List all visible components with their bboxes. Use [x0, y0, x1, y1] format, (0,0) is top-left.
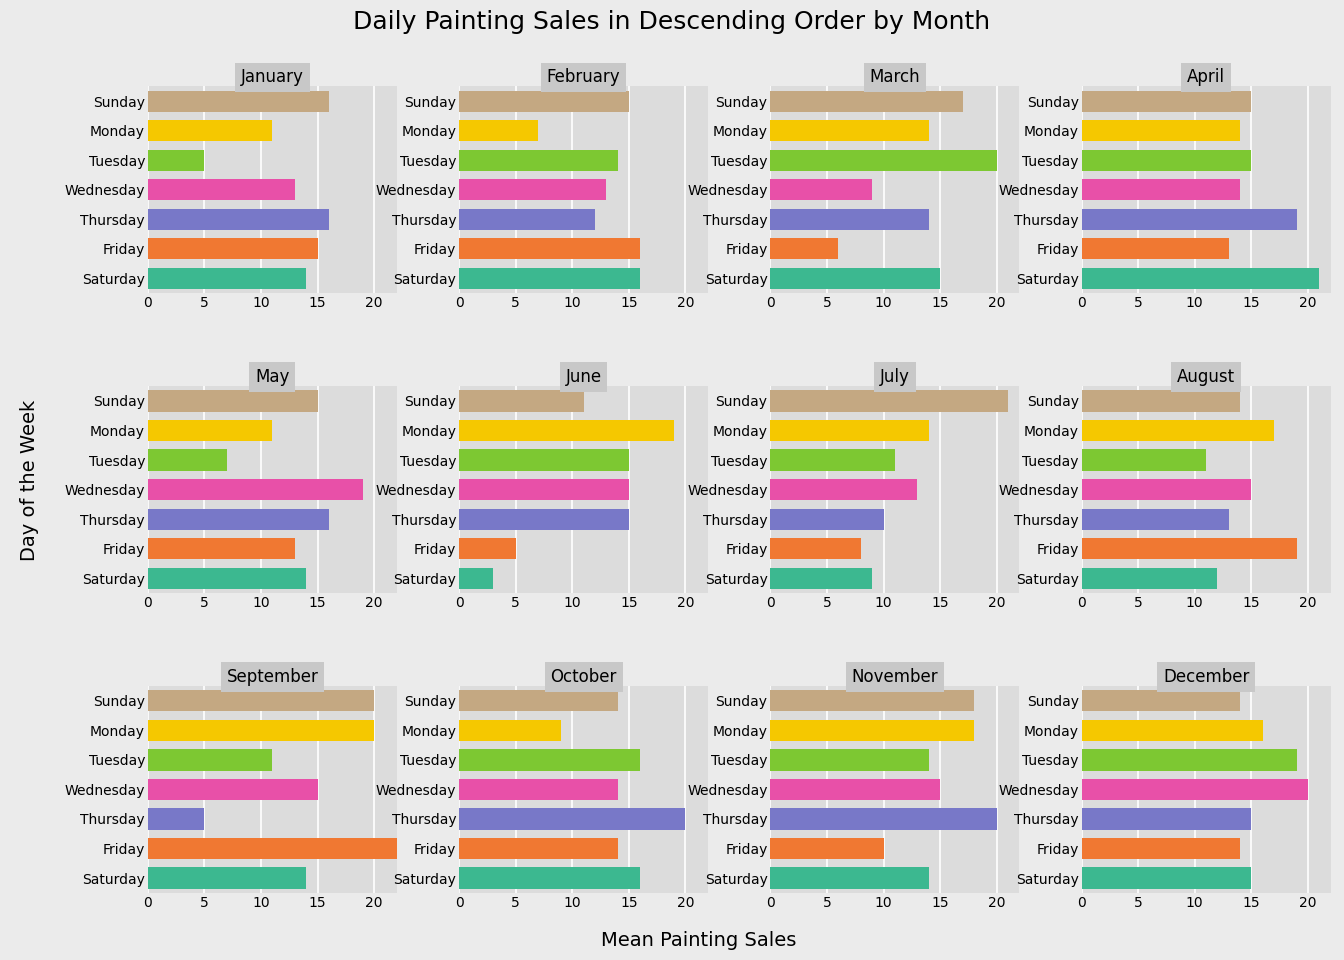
Bar — [1082, 449, 1206, 470]
Bar — [1082, 238, 1228, 259]
Text: May: May — [255, 369, 289, 386]
Bar — [770, 749, 929, 771]
Bar — [148, 538, 294, 560]
Bar — [770, 538, 862, 560]
Bar — [770, 567, 872, 588]
Bar — [148, 238, 317, 259]
Bar — [148, 838, 396, 859]
Bar — [148, 479, 363, 500]
Bar — [148, 720, 374, 741]
Bar — [1082, 90, 1251, 111]
Bar — [1082, 690, 1241, 711]
Bar — [770, 150, 997, 171]
Bar — [1082, 150, 1251, 171]
Bar — [770, 838, 883, 859]
Bar — [148, 268, 306, 289]
Bar — [460, 690, 617, 711]
Bar — [148, 749, 273, 771]
Bar — [148, 779, 317, 800]
Bar — [770, 779, 939, 800]
Bar — [770, 479, 918, 500]
Bar — [460, 391, 583, 412]
Text: December: December — [1163, 668, 1250, 686]
Bar — [460, 868, 640, 889]
Text: April: April — [1187, 68, 1226, 86]
Bar — [460, 808, 685, 829]
Bar — [460, 150, 617, 171]
Text: October: October — [551, 668, 617, 686]
Bar — [1082, 838, 1241, 859]
Bar — [460, 567, 493, 588]
Bar — [1082, 509, 1228, 530]
Bar — [460, 420, 675, 442]
Bar — [1082, 180, 1241, 201]
Text: January: January — [241, 68, 304, 86]
Bar — [1082, 808, 1251, 829]
Bar — [1082, 208, 1297, 230]
Bar — [770, 180, 872, 201]
Bar — [1082, 120, 1241, 141]
Text: Day of the Week: Day of the Week — [20, 399, 39, 561]
Bar — [1082, 391, 1241, 412]
Bar — [460, 90, 629, 111]
Bar — [1082, 779, 1308, 800]
Bar — [1082, 720, 1262, 741]
Bar — [770, 238, 839, 259]
Bar — [460, 509, 629, 530]
Bar — [460, 238, 640, 259]
Text: July: July — [880, 369, 910, 386]
Bar — [770, 208, 929, 230]
Bar — [460, 538, 516, 560]
Bar — [770, 90, 962, 111]
Bar — [460, 749, 640, 771]
Bar — [770, 690, 974, 711]
Bar — [460, 720, 560, 741]
Bar — [148, 509, 329, 530]
Bar — [770, 449, 895, 470]
Bar — [148, 420, 273, 442]
Text: September: September — [226, 668, 319, 686]
Bar — [770, 868, 929, 889]
Bar — [148, 808, 204, 829]
Text: Daily Painting Sales in Descending Order by Month: Daily Painting Sales in Descending Order… — [353, 10, 991, 34]
Text: Mean Painting Sales: Mean Painting Sales — [601, 931, 797, 950]
Bar — [148, 391, 317, 412]
Bar — [1082, 538, 1297, 560]
Bar — [460, 120, 539, 141]
Bar — [1082, 868, 1251, 889]
Bar — [148, 90, 329, 111]
Bar — [770, 268, 939, 289]
Bar — [1082, 749, 1297, 771]
Bar — [1082, 567, 1218, 588]
Bar — [148, 120, 273, 141]
Text: June: June — [566, 369, 602, 386]
Bar — [770, 391, 1008, 412]
Bar — [460, 838, 617, 859]
Text: February: February — [547, 68, 621, 86]
Bar — [770, 720, 974, 741]
Bar — [1082, 479, 1251, 500]
Text: March: March — [870, 68, 921, 86]
Bar — [1082, 420, 1274, 442]
Bar — [148, 690, 374, 711]
Bar — [148, 208, 329, 230]
Bar — [460, 449, 629, 470]
Text: August: August — [1177, 369, 1235, 386]
Bar — [460, 268, 640, 289]
Bar — [148, 449, 227, 470]
Bar — [460, 208, 595, 230]
Bar — [770, 808, 997, 829]
Bar — [770, 120, 929, 141]
Bar — [1082, 268, 1320, 289]
Bar — [770, 420, 929, 442]
Bar — [460, 779, 617, 800]
Bar — [460, 479, 629, 500]
Bar — [148, 150, 204, 171]
Bar — [148, 180, 294, 201]
Bar — [460, 180, 606, 201]
Text: November: November — [852, 668, 938, 686]
Bar — [148, 567, 306, 588]
Bar — [770, 509, 883, 530]
Bar — [148, 868, 306, 889]
